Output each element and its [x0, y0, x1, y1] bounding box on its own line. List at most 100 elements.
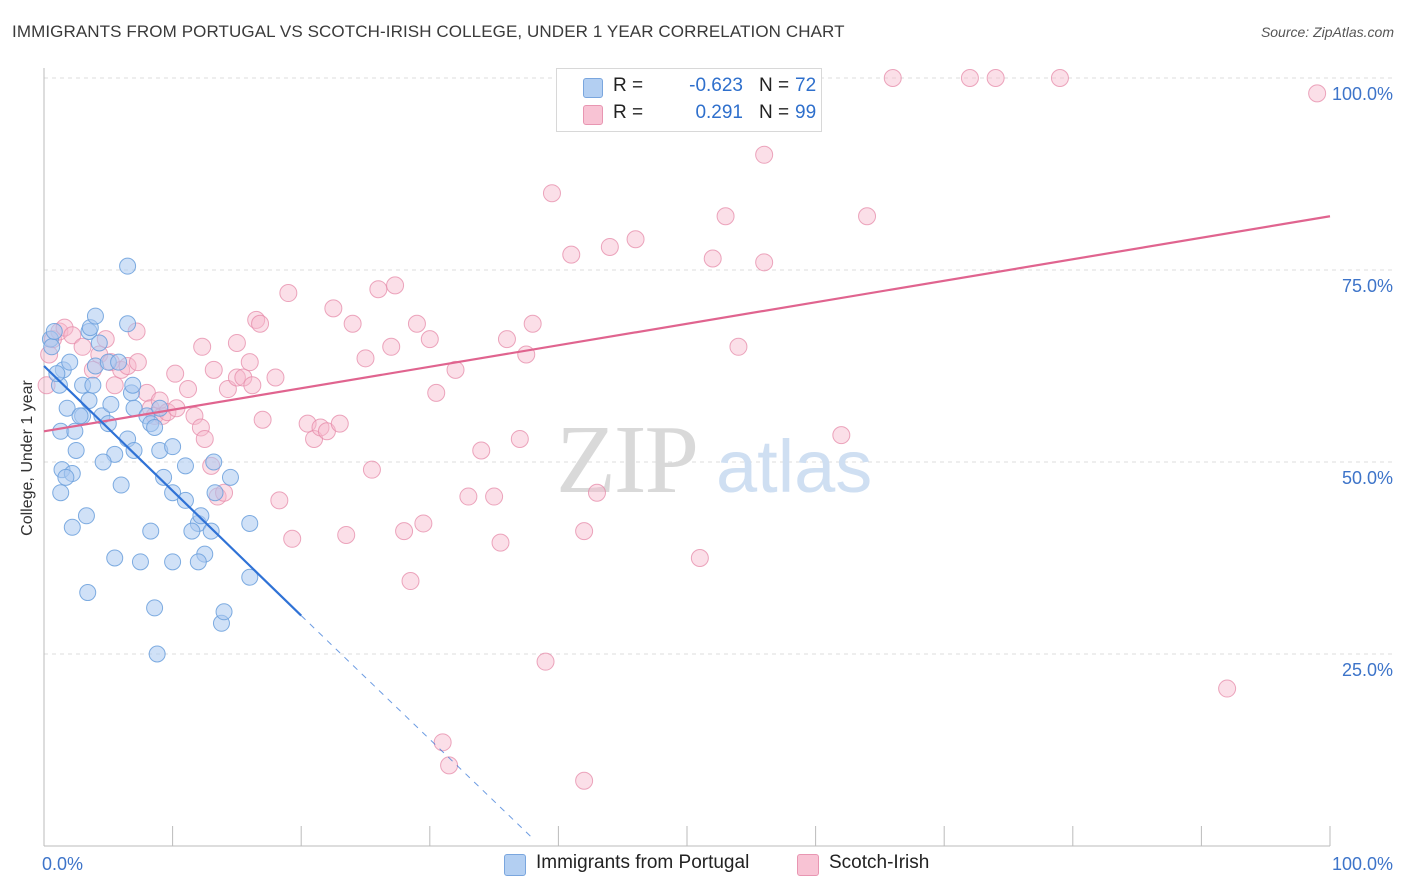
scatter-point-scotch-irish — [179, 380, 198, 399]
scatter-point-scotch-irish — [195, 429, 214, 448]
legend-n-value: 99 — [795, 102, 817, 123]
legend-r-value: 0.291 — [695, 102, 743, 123]
correlation-legend: R = -0.623 N = 72 R = 0.291 N = 99 — [556, 68, 822, 132]
scatter-point-portugal — [148, 645, 166, 663]
scatter-point-scotch-irish — [575, 771, 594, 790]
scatter-point-scotch-irish — [485, 487, 504, 506]
series-immigrants-from-portugal — [41, 257, 259, 663]
scatter-point-scotch-irish — [191, 418, 210, 437]
scatter-point-scotch-irish — [883, 69, 902, 87]
scatter-point-portugal — [48, 365, 66, 383]
legend-n-value: 72 — [795, 75, 817, 96]
tick-labels: 25.0% 50.0% 75.0% 100.0% 0.0% 100.0% — [42, 84, 1393, 874]
scatter-point-scotch-irish — [343, 314, 362, 333]
scatter-point-scotch-irish — [600, 237, 619, 256]
scatter-point-scotch-irish — [227, 333, 246, 352]
legend-n-label: N = — [759, 102, 790, 123]
scatter-point-scotch-irish — [960, 69, 979, 87]
scatter-point-portugal — [58, 399, 76, 417]
scatter-point-portugal — [146, 418, 164, 436]
scatter-point-scotch-irish — [427, 383, 446, 402]
scatter-point-portugal — [63, 518, 81, 536]
scatter-point-scotch-irish — [227, 368, 246, 387]
y-tick-label: 100.0% — [1332, 84, 1393, 104]
scatter-point-scotch-irish — [858, 207, 877, 226]
scatter-point-portugal — [241, 568, 259, 586]
chart-title: IMMIGRANTS FROM PORTUGAL VS SCOTCH-IRISH… — [12, 22, 845, 41]
gridlines — [44, 77, 1392, 655]
y-tick-label: 75.0% — [1342, 276, 1393, 296]
scatter-point-portugal — [52, 484, 70, 502]
scatter-point-portugal — [94, 453, 112, 471]
scatter-point-portugal — [43, 338, 61, 356]
scatter-point-scotch-irish — [986, 69, 1005, 87]
scatter-point-portugal — [77, 507, 95, 525]
scatter-point-scotch-irish — [356, 349, 375, 368]
trend-lines — [43, 215, 1331, 839]
scatter-point-portugal — [79, 584, 97, 602]
scatter-point-portugal — [176, 457, 194, 475]
scatter-point-portugal — [106, 549, 124, 567]
scatter-point-scotch-irish — [407, 314, 426, 333]
scatter-point-scotch-irish — [523, 314, 542, 333]
scatter-point-scotch-irish — [324, 299, 343, 318]
legend-swatch-pink — [583, 105, 603, 125]
y-tick-label: 25.0% — [1342, 660, 1393, 680]
legend-n-label: N = — [759, 75, 790, 96]
scatter-point-scotch-irish — [587, 483, 606, 502]
scatter-point-scotch-irish — [204, 360, 223, 379]
scatter-point-portugal — [164, 484, 182, 502]
bottom-legend-swatch-pink — [797, 854, 819, 876]
scatter-point-scotch-irish — [536, 652, 555, 671]
scatter-point-scotch-irish — [472, 441, 491, 460]
scatter-point-scotch-irish — [185, 406, 204, 425]
scatter-point-scotch-irish — [626, 230, 645, 249]
scatter-point-scotch-irish — [729, 337, 748, 356]
scatter-point-portugal — [84, 376, 102, 394]
scatter-point-scotch-irish — [1308, 84, 1327, 103]
scatter-point-scotch-irish — [193, 337, 212, 356]
scatter-point-scotch-irish — [240, 353, 259, 372]
scatter-point-portugal — [102, 395, 120, 413]
scatter-point-portugal — [119, 315, 137, 333]
scatter-point-scotch-irish — [1218, 679, 1237, 698]
scatter-point-scotch-irish — [542, 184, 561, 203]
scatter-point-scotch-irish — [1050, 69, 1069, 87]
scatter-point-portugal — [192, 507, 210, 525]
scatter-point-portugal — [110, 353, 128, 371]
source-label: Source: ZipAtlas.com — [1260, 24, 1394, 40]
scatter-point-portugal — [155, 468, 173, 486]
scatter-point-scotch-irish — [73, 337, 92, 356]
scatter-point-portugal — [131, 553, 149, 571]
scatter-point-portugal — [61, 353, 79, 371]
scatter-point-scotch-irish — [446, 360, 465, 379]
scatter-point-scotch-irish — [63, 326, 82, 345]
scatter-point-scotch-irish — [243, 376, 262, 395]
legend-swatch-blue — [583, 78, 603, 98]
scatter-point-portugal — [183, 522, 201, 540]
trend-line-portugal-extension — [300, 615, 534, 839]
scatter-point-scotch-irish — [755, 145, 774, 164]
y-tick-label: 50.0% — [1342, 468, 1393, 488]
axes — [43, 68, 1331, 847]
watermark-atlas: atlas — [716, 425, 872, 508]
x-tick-label: 0.0% — [42, 854, 83, 874]
scatter-point-scotch-irish — [690, 549, 709, 567]
scatter-point-scotch-irish — [270, 491, 289, 510]
scatter-point-scotch-irish — [497, 330, 516, 349]
scatter-point-portugal — [189, 553, 207, 571]
bottom-legend-swatch-blue — [504, 854, 526, 876]
scatter-point-scotch-irish — [128, 353, 147, 372]
scatter-point-scotch-irish — [253, 410, 272, 429]
scatter-point-portugal — [45, 322, 63, 340]
scatter-point-scotch-irish — [510, 429, 529, 448]
scatter-point-scotch-irish — [401, 572, 420, 591]
scatter-point-scotch-irish — [266, 368, 285, 387]
y-axis-title: College, Under 1 year — [19, 380, 36, 536]
bottom-legend-label-blue: Immigrants from Portugal — [536, 852, 750, 873]
scatter-point-portugal — [206, 484, 224, 502]
trend-line-scotch-irish — [43, 215, 1331, 433]
watermark-zip: ZIP — [556, 406, 697, 514]
scatter-point-scotch-irish — [575, 522, 594, 541]
